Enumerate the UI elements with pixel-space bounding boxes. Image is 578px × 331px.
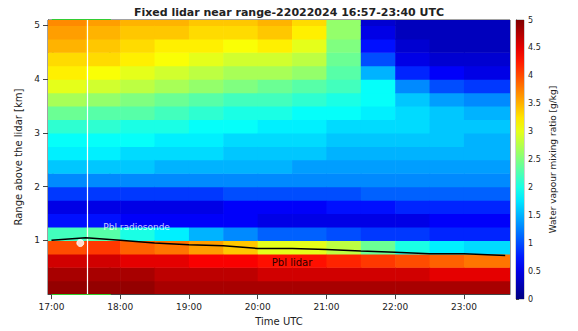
svg-text:17:00: 17:00 — [38, 302, 64, 312]
svg-text:0.5: 0.5 — [528, 267, 541, 276]
svg-text:5: 5 — [528, 16, 533, 25]
svg-text:4.5: 4.5 — [528, 43, 541, 52]
svg-text:2: 2 — [528, 183, 533, 192]
svg-text:Pbl radiosonde: Pbl radiosonde — [103, 222, 170, 232]
svg-text:1.5: 1.5 — [528, 211, 541, 220]
svg-text:Fixed lidar near range-2202202: Fixed lidar near range-22022024 16:57-23… — [134, 6, 444, 19]
svg-text:3: 3 — [528, 127, 533, 136]
svg-text:2: 2 — [34, 182, 40, 192]
svg-text:19:00: 19:00 — [176, 302, 202, 312]
svg-text:1: 1 — [34, 235, 40, 245]
svg-text:18:00: 18:00 — [107, 302, 133, 312]
svg-text:1: 1 — [528, 239, 533, 248]
svg-text:20:00: 20:00 — [245, 302, 271, 312]
svg-text:4: 4 — [34, 74, 40, 84]
svg-text:4: 4 — [528, 71, 533, 80]
svg-text:Water vapour mixing ratio [g/k: Water vapour mixing ratio [g/kg] — [548, 86, 558, 233]
svg-text:Range above the lidar [km]: Range above the lidar [km] — [13, 88, 24, 225]
svg-text:3: 3 — [34, 128, 40, 138]
svg-text:3.5: 3.5 — [528, 99, 541, 108]
svg-text:0: 0 — [528, 295, 533, 304]
svg-text:5: 5 — [34, 20, 40, 30]
svg-text:2.5: 2.5 — [528, 155, 541, 164]
svg-text:21:00: 21:00 — [313, 302, 339, 312]
svg-text:23:00: 23:00 — [451, 302, 477, 312]
svg-text:Time UTC: Time UTC — [254, 316, 302, 327]
svg-text:Pbl lidar: Pbl lidar — [272, 257, 313, 268]
svg-text:22:00: 22:00 — [382, 302, 408, 312]
